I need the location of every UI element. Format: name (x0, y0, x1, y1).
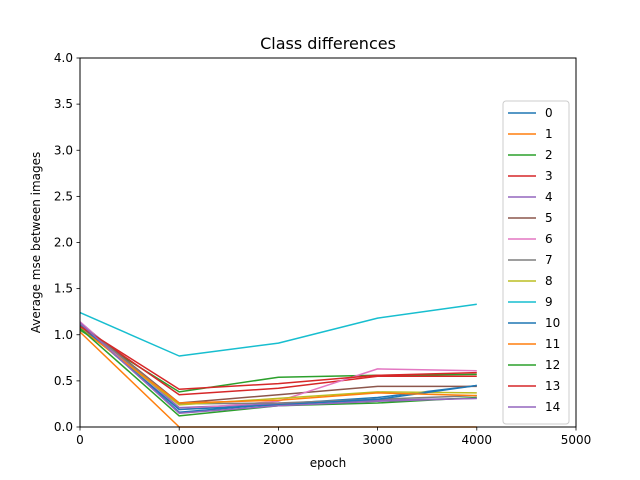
legend-label-14: 14 (545, 400, 560, 414)
legend-label-5: 5 (545, 211, 553, 225)
legend-label-1: 1 (545, 127, 553, 141)
x-tick-label: 2000 (263, 433, 294, 447)
series-line-5 (79, 322, 477, 404)
series-line-10 (79, 324, 477, 411)
y-tick-label: 0.5 (54, 374, 73, 388)
legend-box (502, 100, 570, 425)
chart-title: Class differences (260, 34, 396, 53)
x-tick-label: 4000 (462, 433, 493, 447)
x-tick-label: 1000 (164, 433, 195, 447)
legend-label-7: 7 (545, 253, 553, 267)
y-tick-label: 0.0 (54, 420, 73, 434)
y-tick-label: 3.0 (54, 143, 73, 157)
series-line-3 (79, 324, 477, 396)
x-axis: 0 1000 2000 3000 4000 5000 (76, 427, 591, 447)
series-line-8 (79, 326, 477, 406)
legend-label-8: 8 (545, 274, 553, 288)
legend-label-11: 11 (545, 337, 560, 351)
legend-label-13: 13 (545, 379, 560, 393)
legend-label-10: 10 (545, 316, 560, 330)
legend-label-3: 3 (545, 169, 553, 183)
series-line-1 (79, 331, 477, 428)
y-axis: 0.0 0.5 1.0 1.5 2.0 2.5 3.0 3.5 4.0 (54, 51, 80, 434)
y-tick-label: 1.5 (54, 282, 73, 296)
legend-label-4: 4 (545, 190, 553, 204)
series-line-6 (79, 321, 477, 411)
x-tick-label: 0 (76, 433, 84, 447)
x-axis-title: epoch (310, 456, 347, 470)
y-tick-label: 3.5 (54, 97, 73, 111)
legend-label-2: 2 (545, 148, 553, 162)
x-tick-label: 3000 (362, 433, 393, 447)
legend-label-9: 9 (545, 295, 553, 309)
series-line-13 (79, 325, 477, 390)
legend-label-6: 6 (545, 232, 553, 246)
series-line-14 (79, 322, 477, 414)
legend-label-0: 0 (545, 106, 553, 120)
y-tick-label: 4.0 (54, 51, 73, 65)
x-tick-label: 5000 (561, 433, 592, 447)
series-line-11 (79, 327, 477, 404)
y-tick-label: 2.5 (54, 189, 73, 203)
y-axis-title: Average mse between images (29, 152, 43, 334)
series-line-9 (79, 303, 477, 357)
y-tick-label: 2.0 (54, 236, 73, 250)
legend-label-12: 12 (545, 358, 560, 372)
plot-frame (79, 57, 577, 428)
plot-lines (79, 303, 477, 428)
y-tick-label: 1.0 (54, 328, 73, 342)
